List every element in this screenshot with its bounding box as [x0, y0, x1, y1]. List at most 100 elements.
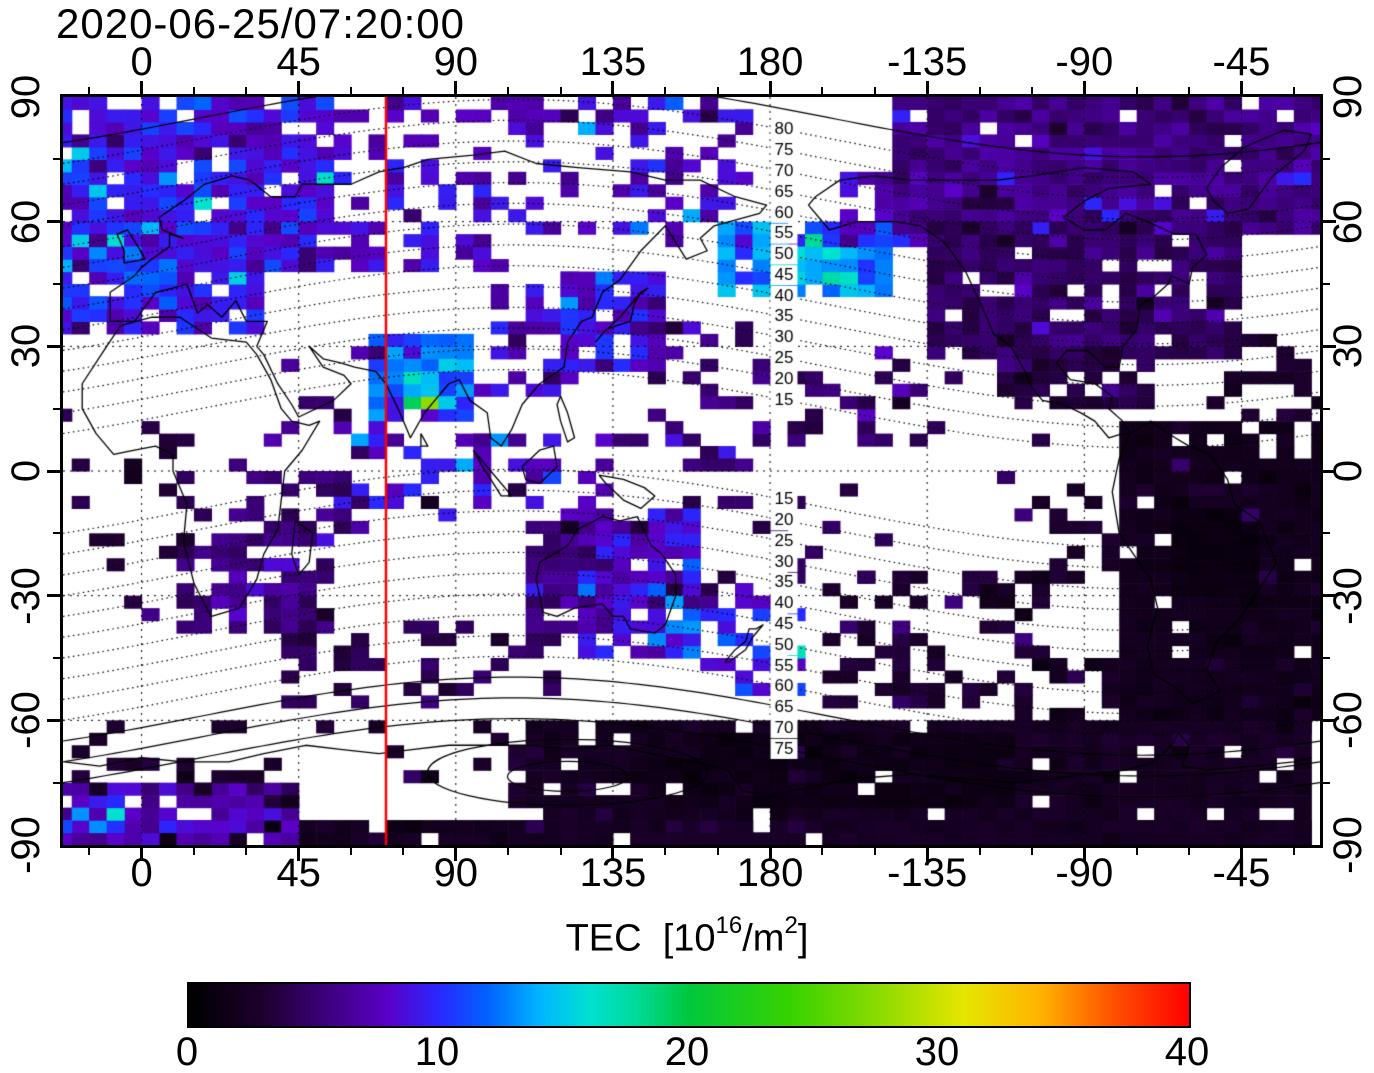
- lon-tick-mark: [402, 848, 405, 855]
- lon-tick-label-top--90: -90: [1055, 40, 1114, 84]
- lat-tick-mark: [1323, 532, 1330, 535]
- lon-tick-mark: [454, 81, 458, 94]
- lon-tick-mark: [1188, 87, 1191, 94]
- lon-tick-mark: [873, 87, 876, 94]
- lon-tick-label-top-135: 135: [579, 40, 647, 84]
- lon-tick-mark: [978, 848, 981, 855]
- lat-tick-mark: [53, 407, 60, 410]
- lon-tick-mark: [611, 81, 615, 94]
- lon-tick-mark: [350, 848, 353, 855]
- lon-tick-mark: [664, 87, 667, 94]
- lon-tick-mark: [664, 848, 667, 855]
- lat-tick-mark: [1323, 407, 1330, 410]
- lon-tick-mark: [192, 87, 195, 94]
- lon-tick-mark: [611, 848, 615, 861]
- colorbar-tick-label-20: 20: [664, 1030, 710, 1073]
- lon-tick-label-top-0: 0: [130, 40, 153, 84]
- lon-tick-mark: [1188, 848, 1191, 855]
- lat-tick-mark: [53, 158, 60, 161]
- lon-tick-label-top--45: -45: [1212, 40, 1271, 84]
- lon-tick-label-top-180: 180: [736, 40, 804, 84]
- lon-tick-mark: [768, 81, 772, 94]
- tec-map-canvas: [63, 97, 1320, 845]
- lon-tick-mark: [1082, 81, 1086, 94]
- lon-tick-label-top-45: 45: [276, 40, 321, 84]
- timestamp-title: 2020-06-25/07:20:00: [56, 0, 465, 47]
- lon-tick-mark: [978, 87, 981, 94]
- lat-tick-label-left-90: 90: [4, 74, 48, 120]
- colorbar-title-exponent-2: 2: [784, 912, 798, 939]
- lat-tick-label-left--90: -90: [4, 816, 48, 874]
- lon-tick-mark: [821, 87, 824, 94]
- colorbar-title-suffix: ]: [797, 917, 809, 960]
- lat-tick-mark: [47, 718, 60, 722]
- lon-tick-mark: [1030, 848, 1033, 855]
- lon-tick-label-top-90: 90: [433, 40, 479, 84]
- lat-tick-mark: [1323, 594, 1336, 598]
- lat-tick-label-left-60: 60: [4, 199, 48, 244]
- lat-tick-label-left-30: 30: [4, 324, 48, 369]
- map-plot-frame: [60, 94, 1323, 848]
- colorbar-tick-label-30: 30: [914, 1030, 960, 1073]
- lon-tick-mark: [245, 87, 248, 94]
- lat-tick-label-right-90: 90: [1326, 74, 1370, 120]
- colorbar-title-mid: /m: [742, 917, 785, 960]
- lon-tick-mark: [716, 87, 719, 94]
- lon-tick-mark: [402, 87, 405, 94]
- lat-tick-mark: [47, 594, 60, 598]
- colorbar-gradient: [187, 982, 1191, 1028]
- lat-tick-label-left--60: -60: [4, 691, 48, 750]
- lon-tick-mark: [1292, 87, 1295, 94]
- colorbar-tick-label-40: 40: [1164, 1030, 1210, 1073]
- lat-tick-mark: [47, 469, 60, 473]
- lat-tick-label-left--30: -30: [4, 566, 48, 625]
- lat-tick-mark: [1323, 344, 1336, 348]
- colorbar-title: TEC [1016/m2]: [397, 912, 977, 961]
- colorbar-title-prefix: TEC [10: [565, 917, 716, 960]
- lon-tick-label-top--135: -135: [887, 40, 968, 84]
- lon-tick-mark: [925, 81, 929, 94]
- lat-tick-mark: [53, 532, 60, 535]
- colorbar-tick-label-0: 0: [175, 1030, 199, 1073]
- lon-tick-mark: [821, 848, 824, 855]
- lon-tick-mark: [873, 848, 876, 855]
- lon-tick-label-bottom-0: 0: [130, 851, 153, 895]
- lat-tick-mark: [1323, 220, 1336, 224]
- lon-tick-mark: [140, 81, 144, 94]
- lat-tick-mark: [53, 781, 60, 784]
- lon-tick-mark: [1239, 81, 1243, 94]
- lon-tick-mark: [1135, 87, 1138, 94]
- lat-tick-mark: [1323, 657, 1330, 659]
- lon-tick-mark: [768, 848, 772, 861]
- lon-tick-mark: [297, 848, 301, 861]
- lon-tick-mark: [245, 848, 248, 855]
- lon-tick-mark: [716, 848, 719, 855]
- lat-tick-mark: [1323, 469, 1336, 473]
- lat-tick-mark: [1323, 158, 1330, 161]
- lat-tick-mark: [47, 344, 60, 348]
- lon-tick-mark: [1239, 848, 1243, 861]
- colorbar-title-exponent: 16: [715, 912, 743, 939]
- lon-tick-mark: [140, 848, 144, 861]
- lon-tick-mark: [507, 87, 510, 94]
- colorbar-tick-label-10: 10: [414, 1030, 460, 1073]
- lon-tick-mark: [1292, 848, 1295, 855]
- lat-tick-mark: [53, 657, 60, 659]
- lon-tick-mark: [1030, 87, 1033, 94]
- lon-tick-mark: [1082, 848, 1086, 861]
- lat-tick-mark: [1323, 718, 1336, 722]
- lat-tick-label-right--90: -90: [1326, 816, 1370, 874]
- lat-tick-label-left-0: 0: [4, 459, 48, 483]
- lon-tick-mark: [88, 87, 91, 94]
- lat-tick-mark: [1323, 781, 1330, 784]
- lon-tick-mark: [559, 848, 562, 855]
- lon-tick-mark: [454, 848, 458, 861]
- lon-tick-mark: [925, 848, 929, 861]
- lat-tick-mark: [47, 220, 60, 224]
- lon-tick-mark: [559, 87, 562, 94]
- lat-tick-mark: [1323, 283, 1330, 285]
- lat-tick-mark: [53, 283, 60, 285]
- lon-tick-mark: [88, 848, 91, 855]
- lon-tick-mark: [192, 848, 195, 855]
- lon-tick-mark: [1135, 848, 1138, 855]
